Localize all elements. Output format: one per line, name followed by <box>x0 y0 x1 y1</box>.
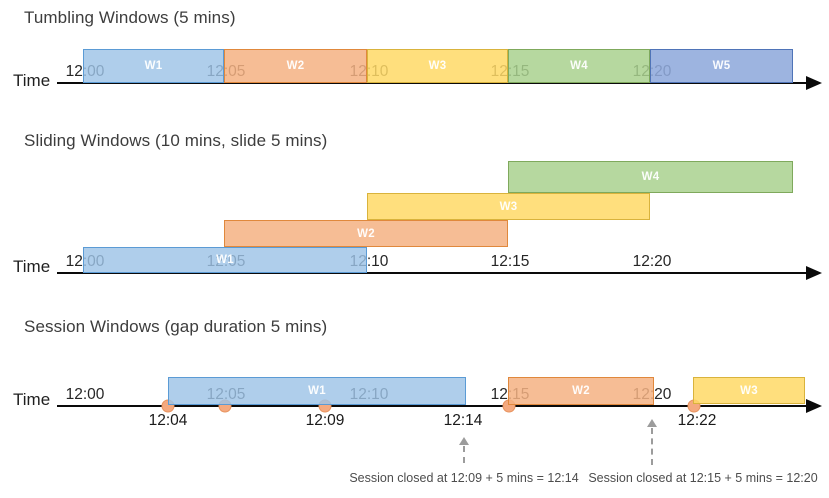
window-box: W2 <box>224 220 508 247</box>
window-box: W5 <box>650 49 793 83</box>
window-box: W3 <box>693 377 805 404</box>
window-label: W1 <box>144 60 163 72</box>
event-time-label: 12:22 <box>677 412 717 429</box>
axis-arrowhead-icon <box>806 76 822 90</box>
window-box: W2 <box>224 49 367 83</box>
window-box: W2 <box>508 377 654 405</box>
window-box: W1 <box>83 49 224 83</box>
tick-label: 12:15 <box>490 253 530 270</box>
window-box: W3 <box>367 49 508 83</box>
time-axis <box>57 405 808 407</box>
window-label: W3 <box>499 200 518 213</box>
section-title-tumbling: Tumbling Windows (5 mins) <box>24 8 236 27</box>
window-box: W4 <box>508 161 793 193</box>
window-box: W1 <box>83 247 367 273</box>
window-label: W4 <box>641 171 660 183</box>
window-box: W3 <box>367 193 650 220</box>
annotation-arrow-icon <box>459 437 469 445</box>
axis-arrowhead-icon <box>806 399 822 413</box>
window-box: W1 <box>168 377 466 405</box>
time-axis <box>57 272 808 274</box>
event-time-label: 12:04 <box>148 412 188 429</box>
window-label: W3 <box>740 384 758 397</box>
time-label: Time <box>13 71 51 90</box>
annotation-arrow-line <box>463 446 465 463</box>
window-label: W1 <box>308 385 326 397</box>
window-label: W2 <box>286 60 305 72</box>
time-axis <box>57 82 808 84</box>
window-label: W1 <box>216 254 234 266</box>
annotation-arrow-line <box>651 428 653 465</box>
tick-label: 12:20 <box>632 253 672 270</box>
window-label: W5 <box>712 60 731 72</box>
tick-label: 12:00 <box>65 386 105 403</box>
annotation-note: Session closed at 12:15 + 5 mins = 12:20 <box>588 471 818 485</box>
time-label: Time <box>13 257 51 276</box>
window-label: W2 <box>357 227 375 240</box>
annotation-note: Session closed at 12:09 + 5 mins = 12:14 <box>349 471 579 485</box>
window-label: W3 <box>428 60 447 72</box>
axis-arrowhead-icon <box>806 266 822 280</box>
section-title-session: Session Windows (gap duration 5 mins) <box>24 317 328 336</box>
event-time-label: 12:09 <box>305 412 345 429</box>
window-box: W4 <box>508 49 650 83</box>
window-label: W2 <box>572 385 590 397</box>
annotation-arrow-icon <box>647 419 657 427</box>
event-time-label: 12:14 <box>443 412 483 429</box>
window-label: W4 <box>570 60 588 72</box>
section-title-sliding: Sliding Windows (10 mins, slide 5 mins) <box>24 131 328 150</box>
time-label: Time <box>13 390 51 409</box>
